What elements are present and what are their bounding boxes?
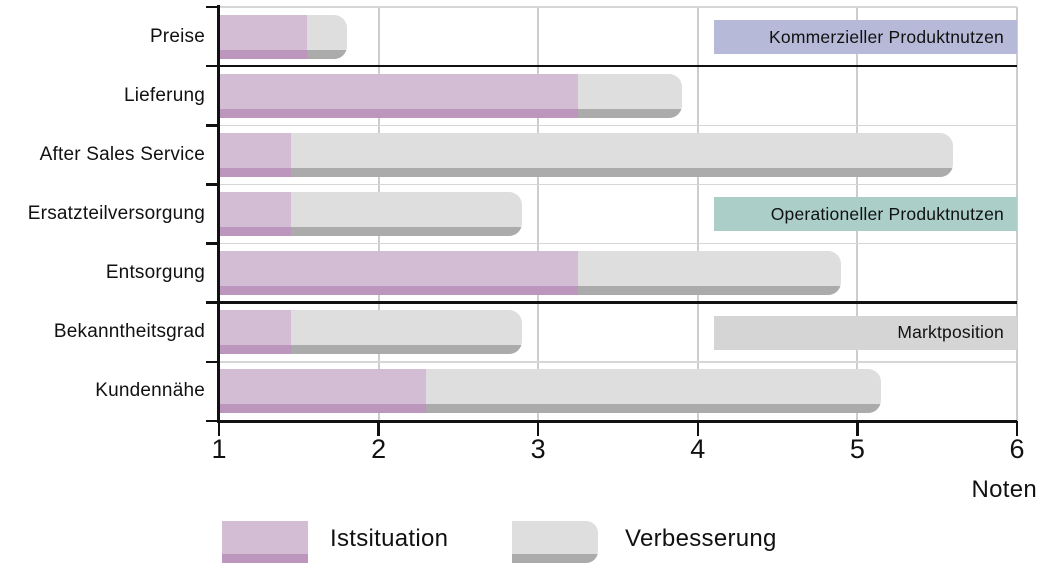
category-label-2: After Sales Service xyxy=(39,143,205,165)
group-band-2: Marktposition xyxy=(713,315,1017,350)
group-separator xyxy=(219,64,1017,68)
bar-segment-shade xyxy=(219,286,579,296)
row-separator xyxy=(219,124,1017,127)
bar-segment-shade xyxy=(290,345,523,355)
bar-segment-istsituation xyxy=(219,14,307,59)
gridline-x-6 xyxy=(1016,7,1018,421)
bar-segment-shade xyxy=(290,226,523,236)
group-band-1: Operationeller Produktnutzen xyxy=(713,197,1017,232)
category-label-1: Lieferung xyxy=(123,84,205,106)
legend-swatch-shade xyxy=(512,554,598,563)
bar-segment-verbesserung xyxy=(578,73,682,118)
bar-row-6 xyxy=(219,362,1017,421)
group-band-0: Kommerzieller Produktnutzen xyxy=(713,20,1017,54)
legend-label-istsituation: Istsituation xyxy=(330,525,449,552)
stacked-bar xyxy=(219,369,882,414)
bar-segment-verbesserung xyxy=(578,251,842,296)
row-separator xyxy=(219,361,1017,363)
bar-row-1 xyxy=(219,66,1017,125)
bar-segment-verbesserung xyxy=(306,14,347,59)
y-axis-tick xyxy=(205,64,218,68)
x-tick-label-5: 5 xyxy=(849,434,865,464)
bar-segment-verbesserung xyxy=(426,369,882,414)
bar-segment-istsituation xyxy=(219,73,579,118)
bar-segment-verbesserung xyxy=(290,132,954,177)
category-label-0: Preise xyxy=(149,25,205,47)
y-axis-tick xyxy=(205,5,218,9)
x-tick-label-1: 1 xyxy=(211,434,227,464)
bar-segment-istsituation xyxy=(219,191,291,236)
group-separator xyxy=(219,301,1017,304)
plot-area: Kommerzieller Produktnutzen Operationelle… xyxy=(205,5,1018,423)
bar-segment-shade xyxy=(219,49,307,59)
stacked-bar xyxy=(219,310,523,355)
bar-segment-istsituation xyxy=(219,251,579,296)
bar-segment-istsituation xyxy=(219,132,291,177)
y-axis-tick xyxy=(205,419,218,423)
y-axis-line xyxy=(216,5,220,422)
x-axis-line xyxy=(217,419,1017,423)
bar-segment-shade xyxy=(578,286,842,296)
bar-segment-shade xyxy=(219,108,579,118)
y-axis-tick xyxy=(205,242,218,245)
category-label-3: Ersatzteilversorgung xyxy=(27,202,205,224)
bar-segment-shade xyxy=(219,226,291,236)
bar-segment-istsituation xyxy=(219,310,291,355)
bar-row-0 xyxy=(219,7,1017,66)
bar-segment-shade xyxy=(578,108,682,118)
bar-segment-shade xyxy=(219,167,291,177)
bar-row-5 xyxy=(219,303,1017,362)
x-axis-tick xyxy=(696,421,700,436)
bar-segment-shade xyxy=(290,167,954,177)
bar-segment-istsituation xyxy=(219,369,427,414)
y-axis-tick xyxy=(205,360,218,364)
stacked-bar xyxy=(219,251,842,296)
y-axis-tick xyxy=(205,301,218,304)
x-axis-tick xyxy=(856,421,859,436)
x-axis-tick xyxy=(217,421,221,436)
row-separator xyxy=(219,6,1017,8)
legend-swatch-shade xyxy=(222,554,308,563)
x-tick-label-6: 6 xyxy=(1009,434,1025,464)
legend-swatch-istsituation xyxy=(222,521,308,563)
row-separator xyxy=(219,242,1017,245)
stacked-bar xyxy=(219,14,347,59)
gridline-x-4 xyxy=(696,7,699,421)
category-axis: Preise Lieferung After Sales Service Ersatz… xyxy=(0,7,205,421)
category-label-4: Entsorgung xyxy=(105,262,205,284)
x-axis-tick xyxy=(1015,421,1019,436)
category-label-6: Kundennähe xyxy=(95,380,205,402)
category-label-5: Bekanntheitsgrad xyxy=(53,321,205,343)
legend: Istsituation Verbesserung xyxy=(0,521,1056,567)
x-tick-label-3: 3 xyxy=(530,434,546,464)
stacked-bar xyxy=(219,191,523,236)
bar-segment-verbesserung xyxy=(290,310,523,355)
row-separator xyxy=(219,183,1017,186)
stacked-bar xyxy=(219,73,682,118)
y-axis-tick xyxy=(205,183,218,186)
gridline-x-3 xyxy=(537,7,540,421)
x-axis-tick xyxy=(377,421,380,436)
bar-segment-shade xyxy=(306,49,347,59)
legend-swatch-verbesserung xyxy=(512,521,598,563)
bar-segment-shade xyxy=(219,404,427,414)
bar-row-4 xyxy=(219,244,1017,303)
stacked-bar xyxy=(219,132,954,177)
bar-row-2 xyxy=(219,125,1017,184)
x-axis-label: Noten xyxy=(971,476,1037,503)
x-axis-tick xyxy=(536,421,540,436)
bar-segment-shade xyxy=(219,345,291,355)
legend-label-verbesserung: Verbesserung xyxy=(625,525,777,552)
bar-segment-verbesserung xyxy=(290,191,523,236)
x-tick-label-4: 4 xyxy=(690,434,706,464)
bar-row-3 xyxy=(219,184,1017,243)
x-tick-label-2: 2 xyxy=(371,434,387,464)
y-axis-tick xyxy=(205,124,218,127)
bar-segment-shade xyxy=(426,404,882,414)
